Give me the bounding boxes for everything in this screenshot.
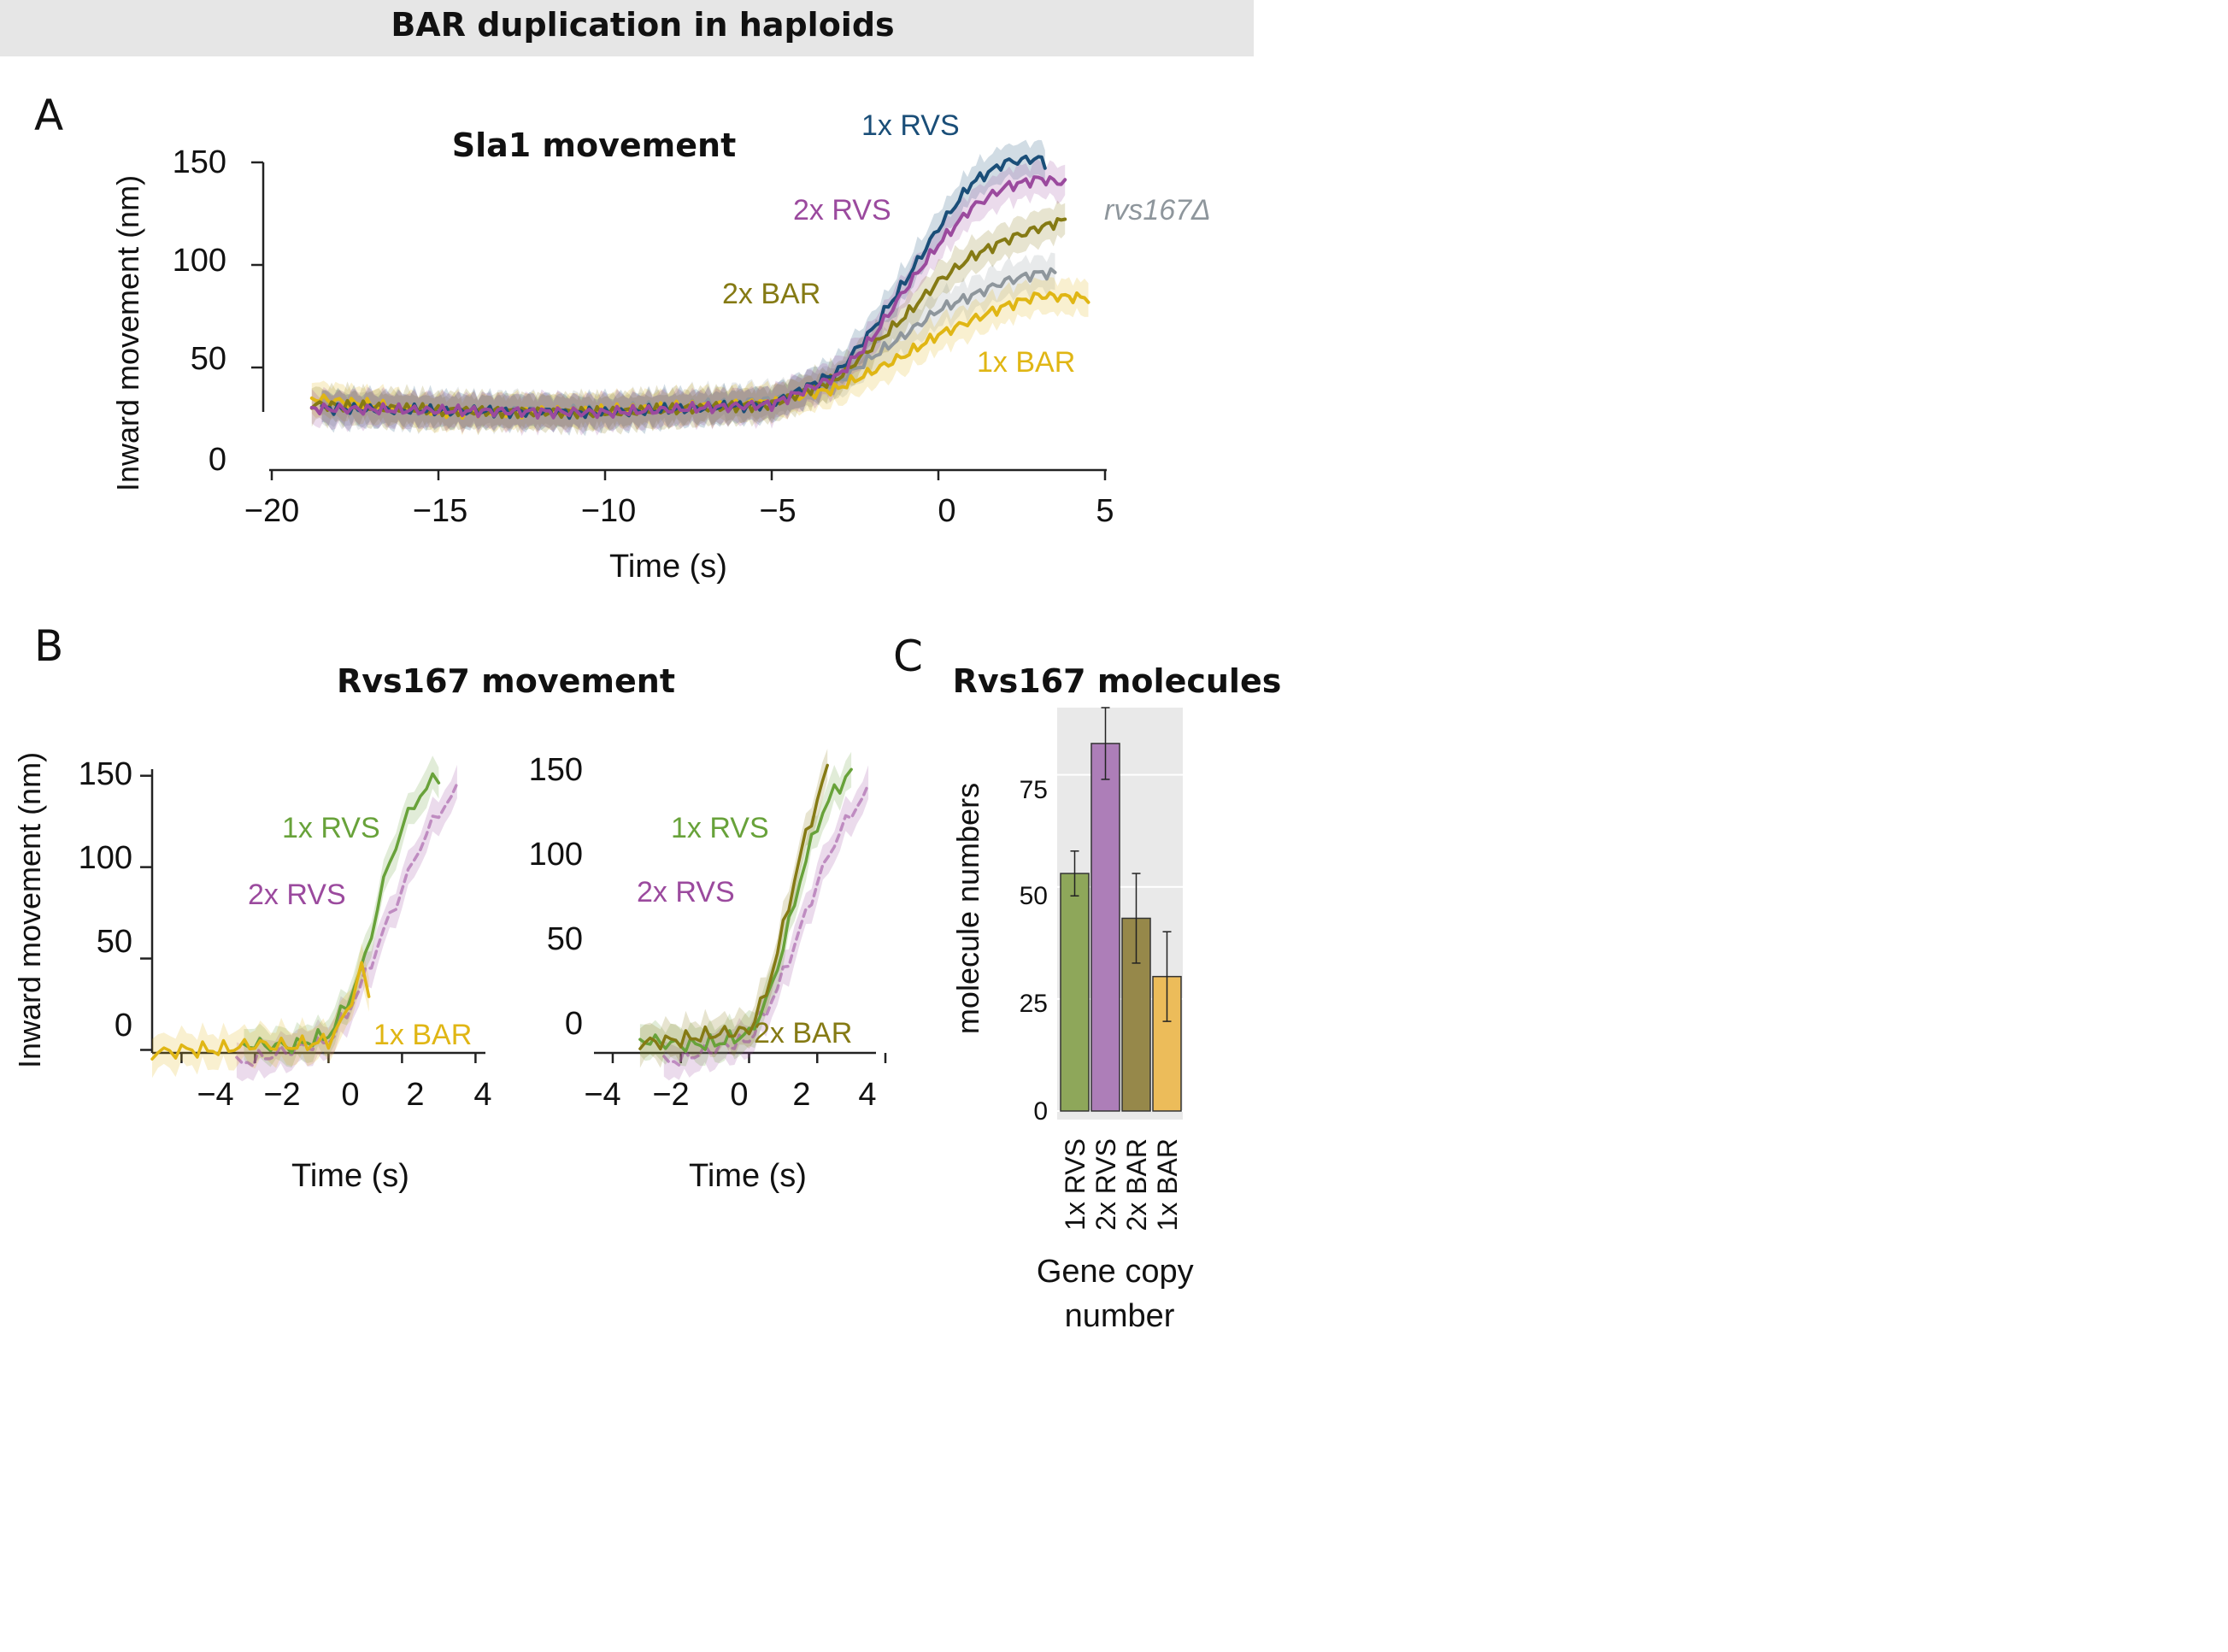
chart-b1-xtick-label: −4 xyxy=(197,1077,233,1113)
chart-b2-xtick-label: −2 xyxy=(652,1077,689,1113)
chart-b2-ytick-label: 100 xyxy=(529,837,583,873)
chart-b1-xtick-label: 0 xyxy=(341,1077,359,1113)
series-band-rvs167- xyxy=(321,252,1055,436)
series-line-1x-rvs xyxy=(242,772,441,1055)
chart-b2-ytick-label: 0 xyxy=(565,1006,583,1042)
chart-b1-ytick-label: 0 xyxy=(115,1008,132,1044)
chart-a-xtick-label: −15 xyxy=(413,493,467,529)
series-label-1x-rvs: 1x RVS xyxy=(671,812,769,844)
chart-a-ytick-label: 0 xyxy=(209,442,226,478)
series-line-2x-bar xyxy=(309,217,1067,420)
chart-b2-xtick-label: −4 xyxy=(584,1077,620,1113)
series-label-1x-bar: 1x BAR xyxy=(977,346,1075,379)
bar-2x-rvs xyxy=(1090,743,1120,1112)
series-label-1x-bar: 1x BAR xyxy=(373,1019,472,1051)
chart-b2-ytick-label: 50 xyxy=(547,921,583,957)
chart-a-ytick-label: 100 xyxy=(173,243,226,279)
chart-a-xtick-label: −20 xyxy=(244,493,299,529)
series-label-2x-bar: 2x BAR xyxy=(754,1017,852,1049)
chart-b1-ytick-label: 150 xyxy=(79,756,132,792)
series-label-2x-rvs: 2x RVS xyxy=(793,194,891,226)
panel-letter-c: C xyxy=(893,632,923,681)
chart-c-category-label: 2x RVS xyxy=(1090,1138,1121,1231)
chart-a-ytick-label: 50 xyxy=(191,341,226,377)
chart-rvs167-2x-bar: 150 100 50 0 −4 −2 0 2 4 Time (s) 1x RVS… xyxy=(529,749,887,1194)
series-label-2x-rvs: 2x RVS xyxy=(248,879,346,911)
figure-title: BAR duplication in haploids xyxy=(391,6,894,44)
panel-letter-b: B xyxy=(34,621,63,671)
chart-c-ytick-label: 25 xyxy=(1020,990,1048,1018)
chart-b1-ytick-label: 100 xyxy=(79,840,132,876)
chart-b2-xtick-label: 0 xyxy=(730,1077,748,1113)
chart-c-category-label: 1x BAR xyxy=(1152,1138,1183,1231)
chart-a-ylabel: Inward movement (nm) xyxy=(110,175,145,491)
chart-a-title: Sla1 movement xyxy=(452,126,737,164)
chart-c-xlabel-text-line2: number xyxy=(1065,1298,1175,1334)
figure-title-background xyxy=(0,0,1254,56)
series-line-2x-rvs xyxy=(309,175,1067,420)
bar-1x-rvs xyxy=(1060,873,1090,1112)
chart-a-xtick-label: 0 xyxy=(938,493,955,529)
chart-rvs167-1x-bar: 150 100 50 0 −4 −2 0 2 4 Time (s) 1x RVS… xyxy=(79,755,492,1194)
chart-a-ytick-label: 150 xyxy=(173,144,226,180)
chart-a-xtick-label: −10 xyxy=(581,493,636,529)
series-line-2x-bar xyxy=(638,763,829,1051)
panel-b-title: Rvs167 movement xyxy=(337,662,675,700)
chart-b1-xtick-label: −2 xyxy=(263,1077,300,1113)
chart-b2-xlabel: Time (s) xyxy=(689,1158,807,1194)
chart-b-ylabel: Inward movement (nm) xyxy=(12,752,47,1068)
chart-c-category-label: 2x BAR xyxy=(1121,1138,1152,1231)
chart-b1-xtick-label: 2 xyxy=(406,1077,424,1113)
chart-c-ylabel: molecule numbers xyxy=(950,783,985,1034)
series-band-1x-rvs xyxy=(639,751,852,1067)
chart-c-xlabel: Gene copy number xyxy=(1037,1254,1202,1334)
chart-a-xlabel: Time (s) xyxy=(609,549,727,585)
chart-b2-ytick-label: 150 xyxy=(529,752,583,788)
series-label-2x-bar: 2x BAR xyxy=(722,278,820,310)
chart-c-xlabel-text: Gene copy xyxy=(1037,1254,1194,1290)
chart-c-category-label: 1x RVS xyxy=(1060,1138,1090,1231)
chart-a-xtick-label: 5 xyxy=(1096,493,1114,529)
chart-b1-ytick-label: 50 xyxy=(97,924,132,960)
chart-c-ytick-label: 50 xyxy=(1020,882,1048,910)
chart-a-xtick-label: −5 xyxy=(759,493,796,529)
chart-c-ytick-label: 0 xyxy=(1033,1097,1048,1126)
chart-b2-xtick-label: 4 xyxy=(858,1077,876,1113)
series-label-rvs167-delta: rvs167Δ xyxy=(1104,194,1211,226)
series-label-2x-rvs: 2x RVS xyxy=(637,876,735,908)
chart-sla1-movement: Sla1 movement Inward movement (nm) Time … xyxy=(110,109,1211,585)
chart-c-ytick-label: 75 xyxy=(1020,776,1048,804)
panel-letter-a: A xyxy=(34,91,63,140)
series-line-1x-bar xyxy=(150,961,371,1061)
chart-c-title: Rvs167 molecules xyxy=(953,662,1282,700)
chart-b1-xlabel: Time (s) xyxy=(291,1158,409,1194)
chart-b2-xtick-label: 2 xyxy=(792,1077,810,1113)
series-line-2x-rvs xyxy=(235,782,459,1068)
series-label-1x-rvs: 1x RVS xyxy=(861,109,960,142)
series-line-1x-rvs xyxy=(320,154,1047,420)
chart-rvs167-molecules: Rvs167 molecules molecule numbers 75 50 … xyxy=(950,662,1281,1334)
series-label-1x-rvs: 1x RVS xyxy=(282,812,380,844)
chart-b1-xtick-label: 4 xyxy=(473,1077,491,1113)
